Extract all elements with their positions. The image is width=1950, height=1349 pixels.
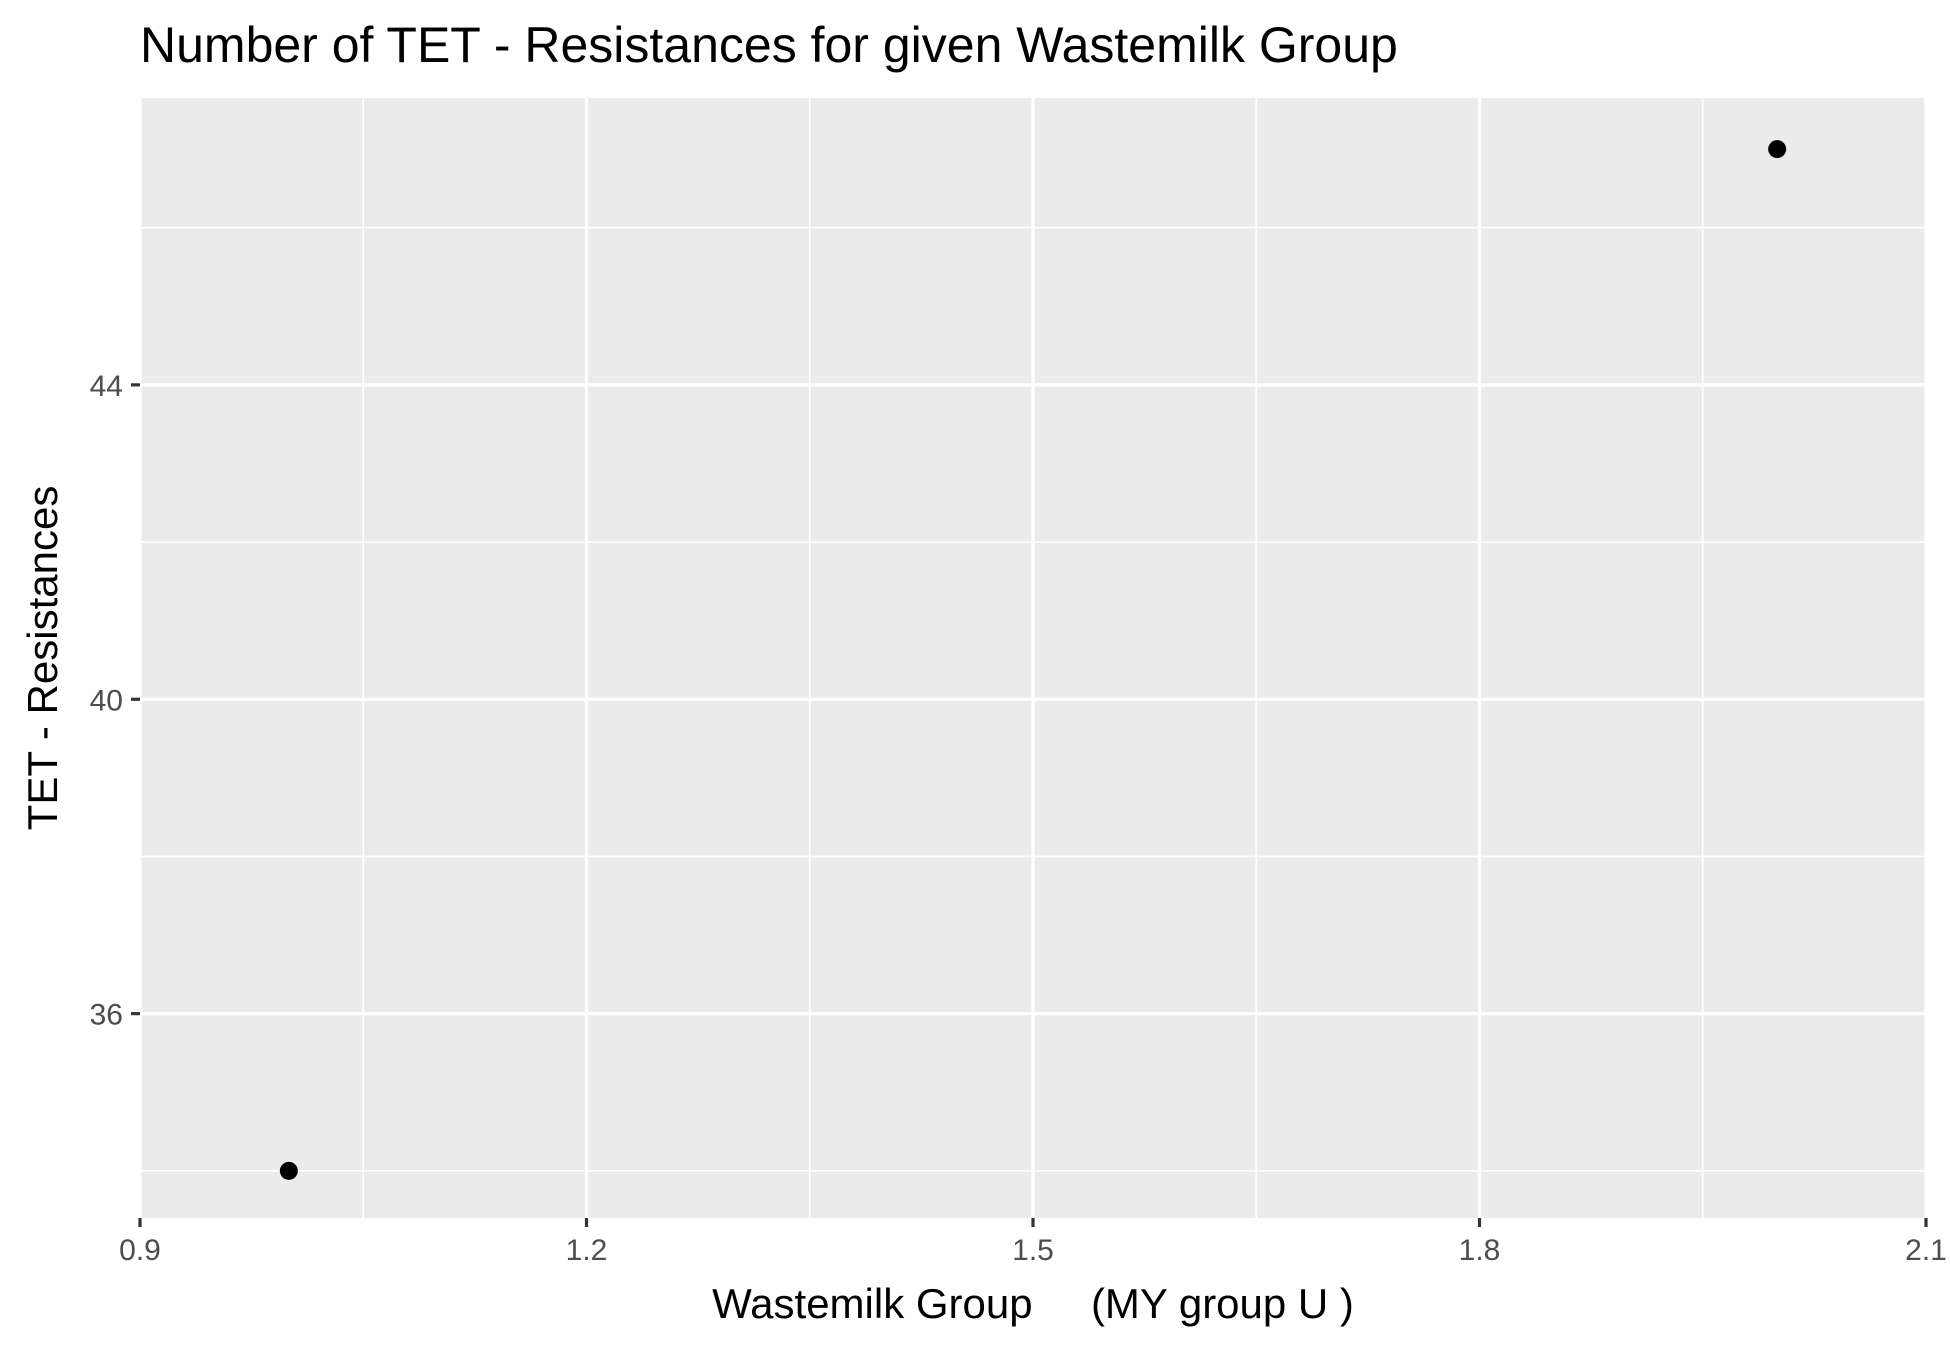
chart-title: Number of TET - Resistances for given Wa… <box>140 17 1398 73</box>
x-tick-label: 1.2 <box>566 1234 608 1267</box>
data-point <box>279 1161 298 1180</box>
x-tick-label: 1.8 <box>1459 1234 1501 1267</box>
x-tick-label: 1.5 <box>1012 1234 1054 1267</box>
y-tick-label: 44 <box>90 370 123 403</box>
x-axis: 0.9 1.2 1.5 1.8 2.1 <box>119 1218 1947 1267</box>
data-points <box>279 140 1787 1180</box>
x-tick-label: 2.1 <box>1905 1234 1947 1267</box>
y-tick-label: 36 <box>90 999 123 1032</box>
x-tick-label: 0.9 <box>119 1234 161 1267</box>
data-point <box>1768 140 1787 159</box>
y-axis-title: TET - Resistances <box>19 486 66 831</box>
x-axis-title: Wastemilk Group (MY group U ) <box>712 1280 1354 1327</box>
grid-lines <box>138 98 1928 1218</box>
y-tick-label: 40 <box>90 684 123 717</box>
y-axis: 36 40 44 <box>90 370 140 1032</box>
